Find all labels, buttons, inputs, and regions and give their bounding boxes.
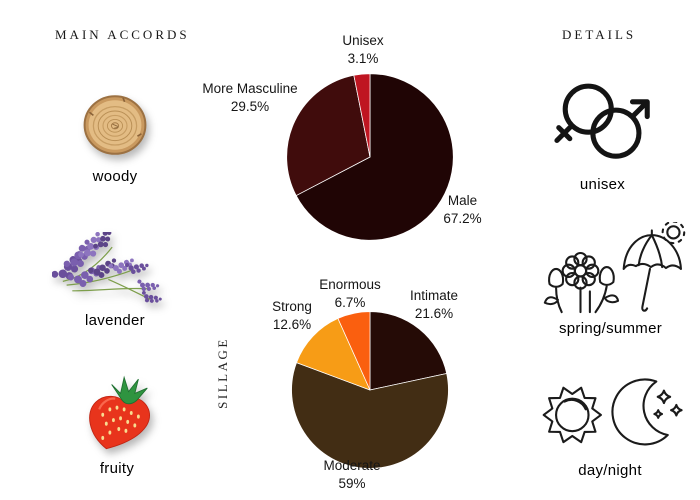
lavender-image bbox=[42, 232, 188, 306]
pie-label-unisex: Unisex 3.1% bbox=[342, 33, 384, 66]
strawberry-icon bbox=[89, 375, 150, 450]
detail-label-spring-summer: spring/summer bbox=[558, 320, 663, 337]
wood-slice-image bbox=[50, 88, 180, 162]
details-title: DETAILS bbox=[562, 27, 637, 42]
pie-label-moderate: Moderate 59% bbox=[323, 458, 381, 491]
main-accords-title: MAIN ACCORDS bbox=[55, 27, 190, 42]
accord-woody: woody bbox=[50, 88, 180, 185]
wood-slice-icon bbox=[83, 95, 147, 155]
accord-label-fruity: fruity bbox=[99, 460, 135, 477]
pie-slice-intimate bbox=[369, 311, 447, 391]
accord-label-lavender: lavender bbox=[85, 312, 145, 329]
sillage-pie-chart bbox=[290, 310, 450, 470]
sillage-axis-label: SILLAGE bbox=[215, 337, 231, 409]
pie-slice-male bbox=[295, 73, 454, 241]
unisex-symbol bbox=[535, 76, 670, 170]
lavender-icon bbox=[52, 232, 163, 306]
detail-label-day-night: day/night bbox=[578, 462, 642, 479]
pie-slice-more-masculine bbox=[286, 74, 371, 196]
accord-fruity: fruity bbox=[52, 372, 182, 477]
pie-slice-enormous bbox=[337, 311, 371, 391]
pie-slice-strong bbox=[296, 318, 371, 391]
day-night-icon bbox=[542, 378, 683, 446]
pie-label-more-masculine: More Masculine 29.5% bbox=[202, 81, 298, 114]
detail-spring-summer: spring/summer bbox=[528, 222, 693, 337]
pie-slice-moderate bbox=[291, 362, 449, 469]
detail-label-unisex: unisex bbox=[579, 176, 626, 193]
day-night-symbol bbox=[535, 372, 685, 456]
accord-lavender: lavender bbox=[42, 232, 188, 329]
pie-label-male: Male 67.2% bbox=[443, 193, 482, 226]
sillage-pie-svg bbox=[291, 311, 449, 469]
detail-day-night: day/night bbox=[535, 372, 685, 479]
pie-label-strong: Strong 12.6% bbox=[272, 299, 312, 332]
gender-pie-chart bbox=[285, 72, 455, 242]
spring-summer-icon bbox=[543, 222, 685, 314]
pie-label-intimate: Intimate 21.6% bbox=[409, 288, 459, 321]
spring-summer-symbol bbox=[528, 222, 693, 314]
detail-unisex: unisex bbox=[535, 76, 670, 193]
accord-label-woody: woody bbox=[92, 168, 138, 185]
pie-label-enormous: Enormous 6.7% bbox=[319, 277, 381, 310]
pie-slice-unisex bbox=[353, 73, 371, 158]
unisex-icon bbox=[553, 83, 650, 159]
strawberry-image bbox=[52, 372, 182, 454]
gender-pie-svg bbox=[286, 73, 454, 241]
